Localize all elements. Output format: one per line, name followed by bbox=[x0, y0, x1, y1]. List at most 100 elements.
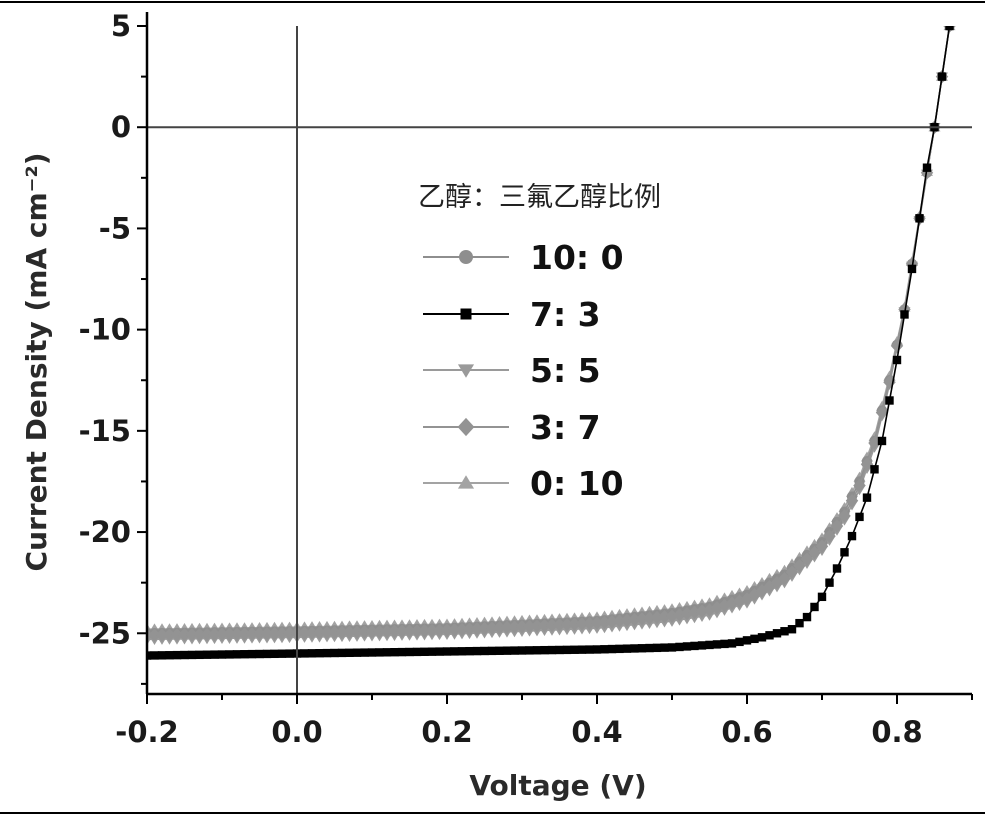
data-point bbox=[320, 625, 334, 640]
data-point bbox=[778, 571, 791, 586]
data-point bbox=[375, 648, 384, 657]
data-point bbox=[590, 616, 604, 630]
data-point bbox=[283, 626, 296, 641]
data-point bbox=[907, 264, 917, 274]
data-point bbox=[457, 647, 467, 656]
data-point bbox=[305, 626, 319, 640]
data-point bbox=[487, 646, 497, 656]
data-point bbox=[915, 214, 924, 223]
data-point bbox=[892, 355, 902, 365]
data-point bbox=[268, 626, 281, 641]
legend-entry: 10: 0 bbox=[423, 238, 624, 277]
data-point bbox=[682, 642, 692, 651]
data-point bbox=[845, 493, 859, 508]
data-point bbox=[613, 614, 626, 628]
data-point bbox=[427, 647, 437, 656]
data-point bbox=[185, 627, 199, 642]
data-point bbox=[870, 465, 879, 474]
data-point bbox=[255, 649, 264, 659]
data-point bbox=[598, 615, 611, 630]
legend-marker bbox=[460, 308, 472, 320]
series-diamond bbox=[147, 26, 956, 643]
x-tick-label: -0.2 bbox=[115, 715, 178, 749]
data-point bbox=[658, 610, 671, 624]
data-point bbox=[253, 627, 266, 641]
data-point bbox=[493, 620, 506, 635]
legend: 乙醇：三氟乙醇比例 10: 0 7: 3 5: 5 3: 7 0: 10 bbox=[418, 182, 661, 503]
data-point bbox=[202, 650, 212, 659]
data-point bbox=[485, 621, 499, 635]
legend-marker bbox=[459, 250, 473, 264]
data-point bbox=[285, 649, 294, 658]
data-point bbox=[650, 610, 664, 625]
data-point bbox=[937, 72, 947, 81]
data-point bbox=[215, 627, 229, 642]
data-point bbox=[193, 627, 206, 642]
data-point bbox=[600, 645, 609, 654]
data-point bbox=[727, 639, 737, 648]
data-point bbox=[448, 623, 461, 637]
data-point bbox=[425, 623, 439, 638]
data-point bbox=[815, 539, 829, 553]
data-point bbox=[223, 627, 236, 641]
data-point bbox=[817, 592, 827, 602]
data-point bbox=[172, 650, 182, 660]
data-point bbox=[750, 634, 759, 644]
data-point bbox=[397, 647, 407, 657]
data-point bbox=[433, 623, 446, 638]
data-point bbox=[232, 650, 242, 659]
data-point bbox=[390, 647, 399, 657]
data-point bbox=[463, 622, 476, 636]
data-point bbox=[688, 605, 701, 620]
data-point bbox=[742, 636, 752, 645]
data-point bbox=[500, 620, 514, 635]
y-tick-label: 5 bbox=[111, 9, 131, 43]
data-point bbox=[335, 625, 349, 640]
data-point bbox=[560, 617, 574, 632]
data-point bbox=[538, 618, 551, 633]
y-axis-title: Current Density (mA cm⁻²) bbox=[20, 153, 53, 572]
data-point bbox=[868, 436, 881, 450]
data-point bbox=[270, 649, 279, 659]
data-point bbox=[800, 552, 814, 566]
data-point bbox=[472, 646, 482, 656]
data-point bbox=[195, 650, 204, 660]
data-point bbox=[530, 619, 544, 633]
legend-label: 0: 10 bbox=[530, 464, 624, 503]
y-tick-label: -25 bbox=[79, 616, 131, 650]
data-point bbox=[652, 643, 662, 653]
data-point bbox=[450, 647, 459, 656]
data-point bbox=[412, 647, 422, 657]
data-point bbox=[275, 626, 289, 641]
data-point bbox=[388, 624, 401, 639]
data-point bbox=[875, 405, 889, 420]
data-point bbox=[757, 633, 767, 642]
data-point bbox=[545, 618, 559, 633]
x-tick-label: 0.2 bbox=[421, 715, 472, 749]
data-point bbox=[673, 608, 686, 622]
x-axis-title: Voltage (V) bbox=[469, 769, 646, 802]
data-point bbox=[772, 629, 782, 638]
data-point bbox=[575, 617, 589, 631]
data-point bbox=[532, 646, 542, 655]
data-point bbox=[350, 625, 364, 639]
data-point bbox=[178, 628, 191, 642]
data-point bbox=[230, 627, 244, 641]
data-point bbox=[847, 531, 857, 541]
legend-label: 10: 0 bbox=[530, 238, 624, 277]
legend-entry: 0: 10 bbox=[423, 464, 624, 503]
data-point bbox=[155, 628, 169, 642]
data-point bbox=[480, 646, 489, 656]
data-point bbox=[343, 625, 356, 639]
data-point bbox=[808, 545, 821, 560]
legend-entry: 5: 5 bbox=[423, 351, 601, 390]
data-point bbox=[810, 602, 819, 612]
data-point bbox=[840, 548, 849, 557]
legend-marker bbox=[457, 417, 475, 437]
data-point bbox=[418, 623, 431, 638]
data-point bbox=[570, 645, 579, 654]
data-point bbox=[795, 618, 804, 628]
data-point bbox=[510, 646, 519, 655]
data-point bbox=[695, 604, 709, 618]
